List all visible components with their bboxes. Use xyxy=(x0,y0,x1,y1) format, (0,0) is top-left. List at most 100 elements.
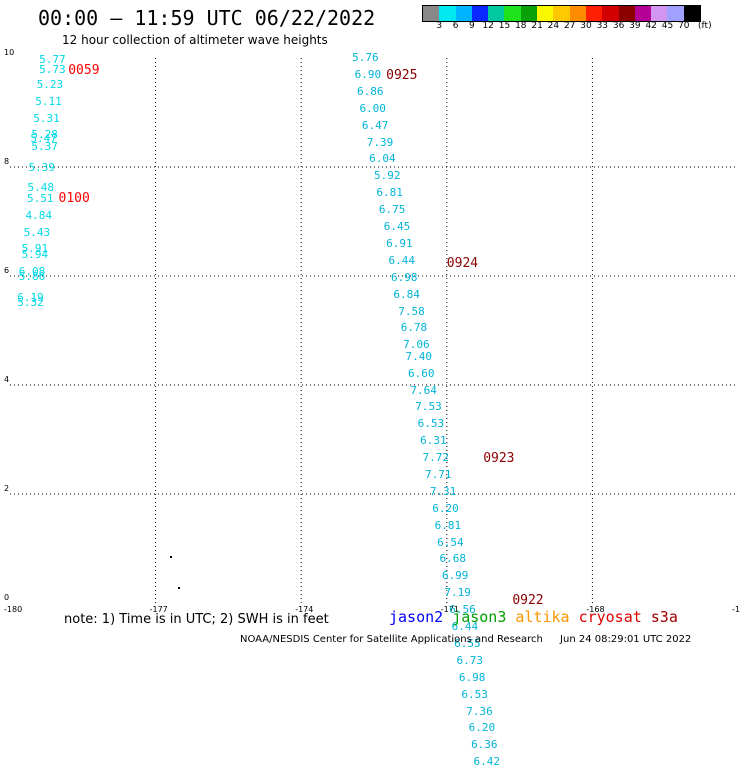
wave-height-label: 5.28 xyxy=(31,128,58,142)
legend-swatch xyxy=(439,6,456,21)
wave-height-label: 6.19 xyxy=(17,291,44,305)
wave-height-label: 7.36 xyxy=(466,704,493,718)
wave-height-label: 5.94 xyxy=(21,247,49,261)
legend-swatch xyxy=(569,6,586,21)
wave-height-label: 6.98 xyxy=(458,670,486,684)
wave-height-label: 6.54 xyxy=(437,535,464,549)
legend-swatch xyxy=(520,6,538,21)
wave-height-label: 5.23 xyxy=(36,78,64,92)
time-label: 0924 xyxy=(446,256,479,272)
wave-height-label: 4.84 xyxy=(25,209,53,223)
x-tick-label: -168 xyxy=(586,605,605,614)
wave-height-label: 6.20 xyxy=(432,501,459,515)
wave-height-label: 5.92 xyxy=(374,169,401,183)
wave-height-label: 6.73 xyxy=(456,653,484,667)
wave-height-label: 6.56 xyxy=(449,603,476,617)
legend-swatch xyxy=(471,6,489,21)
wave-height-label: 7.19 xyxy=(444,586,471,600)
legend-swatch xyxy=(423,6,440,21)
wave-height-label: 5.77 xyxy=(39,52,66,66)
legend-swatch xyxy=(455,6,472,21)
wave-height-label: 6.53 xyxy=(417,417,445,431)
legend-label: 12 xyxy=(482,21,494,31)
wave-height-label: 6.53 xyxy=(461,687,488,701)
wave-height-label: 6.44 xyxy=(451,620,479,634)
wave-height-label: 5.91 xyxy=(21,242,49,256)
legend-label: 15 xyxy=(498,21,511,31)
y-tick-label: 4 xyxy=(4,375,10,384)
wave-height-label: 5.39 xyxy=(28,161,55,175)
wave-height-label: 5.76 xyxy=(352,51,379,65)
legend-label: 30 xyxy=(580,21,592,31)
legend-swatch xyxy=(488,6,505,21)
wave-height-label: 5.73 xyxy=(39,62,66,76)
wave-height-label: 6.75 xyxy=(378,203,406,217)
wave-height-label: 6.68 xyxy=(439,552,467,566)
satellite-name: altika xyxy=(515,608,570,626)
map-labels-layer: -180 -177 -174 -171 -168 -16 0 2 4 6 8 10 5.775.73 5.… xyxy=(4,48,740,768)
satellite-name: jason3 xyxy=(452,608,507,626)
wave-height-label: 7.40 xyxy=(405,349,433,363)
wave-height-label: 6.91 xyxy=(386,236,413,250)
wave-height-label: 7.31 xyxy=(429,484,457,498)
credit-org: NOAA/NESDIS Center for Satellite Applica… xyxy=(240,634,543,645)
wave-height-label: 5.43 xyxy=(23,226,51,240)
wave-height-label: 7.39 xyxy=(366,135,394,149)
x-tick-label: -16 xyxy=(732,605,740,614)
wave-height-label: 6.78 xyxy=(400,321,428,335)
wave-height-label: 6.90 xyxy=(354,67,382,81)
y-tick-label: 0 xyxy=(4,593,10,602)
legend-swatch xyxy=(667,6,684,21)
wave-height-label: 7.06 xyxy=(403,338,430,352)
color-scale-labels: 3 6 9 12 15 18 21 24 27 30 33 36 39 42 45 70 (ft) xyxy=(422,21,740,33)
wave-height-label: 6.81 xyxy=(376,186,403,200)
wave-height-label: 7.58 xyxy=(398,304,425,318)
y-tick-label: 6 xyxy=(4,266,10,275)
wave-height-label: 5.11 xyxy=(35,95,62,109)
wave-height-label: 6.84 xyxy=(393,287,420,301)
page-subtitle: 12 hour collection of altimeter wave hei… xyxy=(62,33,328,47)
legend-swatch xyxy=(585,6,603,21)
legend-label: 36 xyxy=(612,21,625,31)
legend-label: 39 xyxy=(629,21,641,31)
note-text: note: 1) Time is in UTC; 2) SWH is in fe… xyxy=(64,612,329,627)
legend-label: 9 xyxy=(469,21,475,31)
legend-label: 27 xyxy=(563,21,576,31)
time-label: 0925 xyxy=(386,68,418,84)
wave-height-label: 6.98 xyxy=(390,270,418,284)
wave-height-label: 6.00 xyxy=(359,101,386,115)
wave-height-label: 6.45 xyxy=(383,220,411,234)
wave-height-label: 7.71 xyxy=(424,468,452,481)
wave-height-label: 7.64 xyxy=(410,383,437,397)
legend-swatch xyxy=(504,6,521,21)
legend-label: 3 xyxy=(436,21,443,31)
wave-height-label: 5.32 xyxy=(17,296,44,310)
legend-swatch xyxy=(683,6,701,21)
map-grid xyxy=(10,58,738,603)
legend-label: 42 xyxy=(645,21,657,31)
wave-height-label: 5.31 xyxy=(33,112,60,126)
y-tick-label: 8 xyxy=(4,157,10,166)
satellite-name: s3a xyxy=(650,608,678,626)
marker-dot xyxy=(170,556,172,558)
x-tick-label: -177 xyxy=(149,605,168,614)
legend-label: 70 xyxy=(678,21,690,31)
x-tick-label: -180 xyxy=(4,605,23,614)
wave-height-label: 5.47 xyxy=(30,131,57,145)
wave-height-label: 5.48 xyxy=(27,180,54,194)
legend-unit: (ft) xyxy=(698,21,712,31)
credit-date: Jun 24 08:29:01 UTC 2022 xyxy=(560,634,692,645)
wave-height-label: 6.20 xyxy=(468,721,496,735)
legend-label: 24 xyxy=(547,21,560,31)
satellite-name: jason2 xyxy=(389,608,444,626)
legend-swatch xyxy=(651,6,668,21)
wave-height-label: 6.60 xyxy=(407,366,435,380)
y-tick-label: 10 xyxy=(4,48,15,57)
legend-label: 6 xyxy=(452,21,459,31)
time-label: 0100 xyxy=(58,190,90,206)
legend-swatch xyxy=(602,6,619,21)
wave-height-label: 5.37 xyxy=(31,140,58,154)
legend-swatch xyxy=(553,6,570,21)
legend-label: 33 xyxy=(596,21,609,31)
credit-line: NOAA/NESDIS Center for Satellite Applica… xyxy=(240,634,705,645)
